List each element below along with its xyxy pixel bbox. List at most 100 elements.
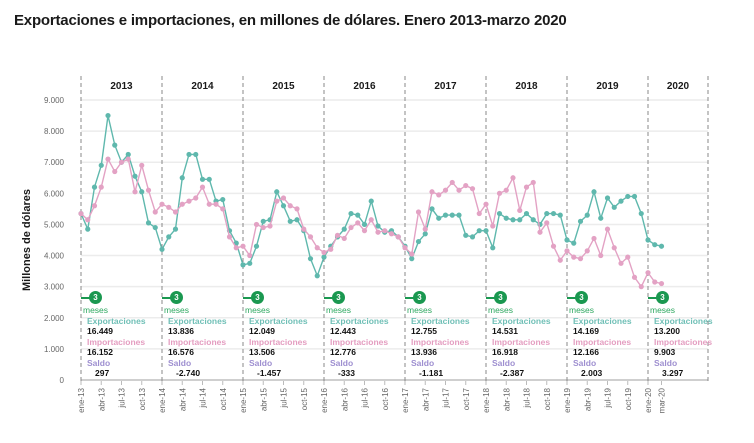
data-point <box>571 254 577 260</box>
x-tick-label: ene-15 <box>239 387 248 412</box>
data-point <box>577 256 584 262</box>
data-point <box>645 237 651 243</box>
imports-value: 9.903 <box>654 347 676 357</box>
imports-label: Importaciones <box>411 336 470 347</box>
months-label: meses <box>569 305 595 315</box>
badge-connector <box>486 297 495 299</box>
data-point <box>166 204 172 210</box>
data-point <box>415 238 422 245</box>
data-point <box>220 206 226 212</box>
x-tick-label: abr-15 <box>259 387 268 411</box>
data-point <box>260 224 266 231</box>
data-point <box>584 248 590 254</box>
data-point <box>469 234 476 240</box>
data-point <box>490 223 496 229</box>
data-point <box>550 210 557 217</box>
months-label: meses <box>488 305 514 315</box>
exports-label: Exportaciones <box>573 315 632 326</box>
saldo-label: Saldo <box>168 357 192 368</box>
data-point <box>652 279 658 285</box>
year-stats-2019: 3 meses Exportaciones 14.169 Importaciones 12… <box>567 291 632 379</box>
data-point <box>334 232 341 238</box>
imports-value: 12.776 <box>330 347 356 357</box>
data-point <box>253 221 260 228</box>
data-point <box>611 204 617 210</box>
data-point <box>321 254 327 260</box>
months-badge: 3 <box>494 291 507 304</box>
x-tick-label: ene-18 <box>482 387 491 412</box>
data-point <box>463 232 469 238</box>
data-point <box>449 179 455 186</box>
data-point <box>577 218 584 224</box>
data-point <box>145 220 152 226</box>
data-point <box>395 234 401 240</box>
badge-connector <box>567 297 576 299</box>
data-point <box>314 273 320 279</box>
data-point <box>159 246 165 252</box>
x-tick-label: abr-14 <box>178 387 187 411</box>
data-point <box>544 210 550 217</box>
data-point <box>368 198 374 204</box>
x-tick-label: abr-13 <box>97 387 106 411</box>
saldo-value: -2.740 <box>176 368 201 378</box>
data-point <box>598 252 604 259</box>
exports-value: 13.200 <box>654 326 680 336</box>
saldo-value: 297 <box>95 368 110 378</box>
data-point <box>105 156 111 162</box>
year-stats-2016: 3 meses Exportaciones 12.443 Importaciones 12… <box>324 291 389 379</box>
y-axis-label: Millones de dólares <box>21 189 33 291</box>
data-point <box>422 226 428 232</box>
year-header: 2015 <box>272 81 295 92</box>
data-point <box>348 224 354 231</box>
data-point <box>112 142 118 148</box>
imports-value: 16.576 <box>168 347 194 357</box>
x-tick-label: abr-16 <box>340 387 349 411</box>
year-header: 2016 <box>353 81 376 92</box>
data-point <box>415 209 422 215</box>
data-point <box>91 184 98 190</box>
data-point <box>645 270 651 276</box>
data-point <box>638 284 644 290</box>
x-tick-label: ene-19 <box>563 387 572 412</box>
months-label: meses <box>83 305 109 315</box>
x-tick-label: ene-17 <box>401 387 410 412</box>
data-point <box>591 235 597 242</box>
year-header: 2013 <box>110 81 133 92</box>
data-point <box>152 209 158 215</box>
data-point <box>422 231 428 237</box>
data-point <box>132 173 138 179</box>
x-tick-label: abr-18 <box>502 387 511 411</box>
badge-connector <box>81 297 90 299</box>
data-point <box>294 206 300 212</box>
data-point <box>233 245 239 251</box>
saldo-label: Saldo <box>87 357 111 368</box>
imports-label: Importaciones <box>168 336 227 347</box>
data-point <box>186 198 192 204</box>
saldo-value: -333 <box>338 368 356 378</box>
data-point <box>375 223 381 229</box>
data-point <box>490 245 496 251</box>
data-point <box>307 256 314 262</box>
x-tick-label: oct-19 <box>624 387 633 410</box>
data-point <box>625 193 631 200</box>
saldo-value: 2.003 <box>581 368 603 378</box>
data-point <box>658 280 665 287</box>
data-point <box>85 217 91 223</box>
data-point <box>247 260 253 266</box>
data-point <box>280 203 287 209</box>
data-point <box>523 184 530 190</box>
data-point <box>557 212 563 218</box>
imports-label: Importaciones <box>330 336 389 347</box>
months-badge: 3 <box>170 291 183 304</box>
x-tick-label: abr-19 <box>583 387 592 411</box>
data-point <box>294 217 300 223</box>
badge-connector <box>243 297 252 299</box>
x-tick-label: ene-20 <box>644 387 653 412</box>
data-point <box>301 226 307 232</box>
data-point <box>253 243 260 249</box>
imports-value: 16.152 <box>87 347 113 357</box>
series-line <box>80 157 662 289</box>
data-point <box>247 252 253 259</box>
data-point <box>179 201 185 207</box>
x-tick-label: jul-13 <box>118 387 127 408</box>
